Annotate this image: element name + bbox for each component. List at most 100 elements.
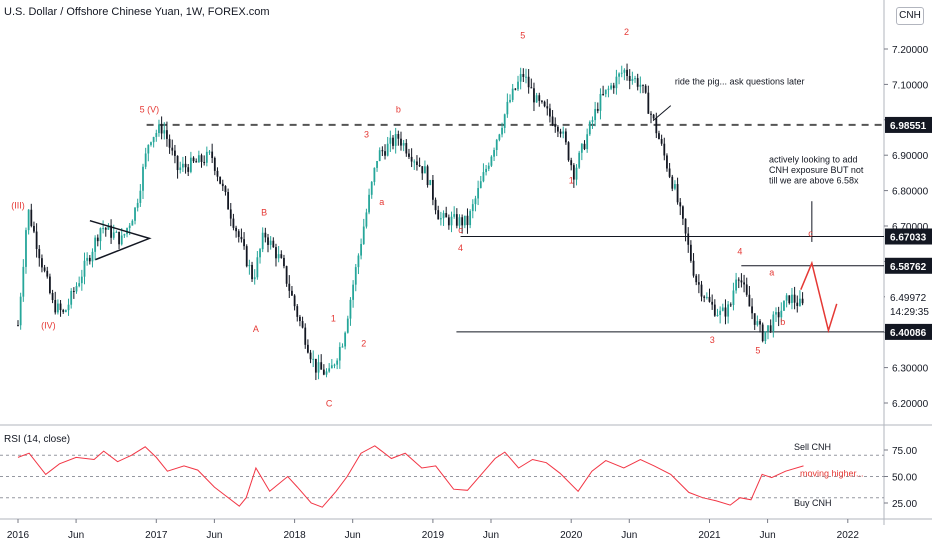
annotation-text: ride the pig... ask questions later bbox=[675, 76, 805, 86]
wave-label: B bbox=[261, 207, 267, 217]
candle-body bbox=[647, 92, 650, 114]
candle-body bbox=[256, 257, 259, 278]
annotation-text: actively looking to add bbox=[769, 154, 858, 164]
candle-body bbox=[429, 180, 432, 186]
candle-body bbox=[392, 137, 394, 146]
candle-body bbox=[724, 307, 727, 317]
candle-body bbox=[78, 283, 81, 287]
price-label-box bbox=[885, 116, 932, 133]
time-tick-label: Jun bbox=[68, 530, 84, 541]
candle-body bbox=[490, 156, 493, 166]
candle-body bbox=[735, 279, 737, 291]
candle-body bbox=[751, 306, 753, 314]
candle-body bbox=[338, 346, 341, 361]
candle-body bbox=[705, 296, 708, 298]
time-axis[interactable]: 2016 Jun 2017 Jun 2018 Jun 2019 Jun 2020 Jun 2021 J… bbox=[7, 519, 859, 541]
candle-body bbox=[59, 303, 62, 311]
candle-body bbox=[767, 325, 769, 332]
candle-body bbox=[152, 137, 155, 143]
candle-body bbox=[104, 228, 107, 230]
candle-body bbox=[115, 231, 118, 233]
candle-body bbox=[424, 166, 426, 174]
candle-body bbox=[586, 134, 589, 150]
candle-body bbox=[668, 168, 671, 177]
price-axis[interactable]: 7.200007.100007.000006.900006.800006.700… bbox=[884, 45, 932, 410]
candle-body bbox=[227, 192, 230, 210]
candle-body bbox=[384, 151, 386, 156]
candle-body bbox=[788, 295, 791, 304]
candle-body bbox=[509, 99, 511, 102]
candle-body bbox=[147, 144, 150, 154]
time-tick-label: Jun bbox=[206, 530, 222, 541]
candle-body bbox=[224, 186, 227, 193]
candle-body bbox=[70, 290, 73, 305]
candle-body bbox=[729, 304, 732, 306]
candle-body bbox=[692, 260, 695, 276]
candle-body bbox=[578, 152, 581, 168]
candle-body bbox=[644, 85, 647, 93]
candle-body bbox=[546, 106, 549, 109]
candle-body bbox=[761, 324, 764, 341]
candle-body bbox=[756, 321, 759, 325]
candle-body bbox=[344, 332, 347, 347]
candle-body bbox=[658, 133, 660, 140]
candle-body bbox=[301, 321, 304, 328]
candle-body bbox=[783, 300, 785, 311]
candle-body bbox=[737, 279, 740, 281]
time-tick-label: Jun bbox=[483, 530, 499, 541]
candle-body bbox=[394, 134, 397, 146]
candle-body bbox=[421, 166, 424, 174]
candle-body bbox=[620, 72, 623, 74]
candle-body bbox=[368, 194, 370, 213]
candle-body bbox=[453, 214, 456, 217]
candle-body bbox=[275, 247, 277, 259]
candle-body bbox=[219, 176, 222, 184]
candle-body bbox=[96, 237, 99, 242]
candle-body bbox=[27, 209, 30, 231]
candle-body bbox=[410, 156, 413, 162]
price-tick-label: 6.70000 bbox=[892, 222, 929, 233]
candle-body bbox=[205, 151, 208, 163]
candle-body bbox=[764, 331, 767, 341]
candle-body bbox=[575, 167, 578, 180]
candle-body bbox=[19, 296, 22, 326]
candle-body bbox=[445, 213, 448, 218]
triangle-pattern bbox=[89, 219, 152, 261]
candle-body bbox=[41, 258, 43, 268]
candle-body bbox=[187, 167, 190, 172]
candle-body bbox=[474, 198, 477, 205]
candle-body bbox=[426, 166, 429, 186]
candle-body bbox=[450, 216, 453, 226]
wave-label: 4 bbox=[737, 246, 742, 256]
candle-body bbox=[477, 188, 480, 199]
candle-body bbox=[439, 218, 442, 220]
candle-body bbox=[745, 284, 748, 295]
candle-body bbox=[56, 303, 59, 313]
candle-body bbox=[325, 371, 328, 375]
currency-badge[interactable]: CNH bbox=[896, 7, 924, 25]
candle-body bbox=[22, 266, 25, 297]
candle-body bbox=[402, 143, 405, 146]
candle-body bbox=[634, 78, 636, 80]
candle-body bbox=[618, 73, 620, 77]
price-label-box bbox=[885, 257, 932, 274]
candle-body bbox=[503, 114, 506, 128]
candle-body bbox=[485, 168, 487, 173]
time-tick-label: 2017 bbox=[145, 530, 168, 541]
candle-body bbox=[160, 124, 163, 134]
candle-body bbox=[583, 143, 586, 150]
candle-body bbox=[277, 254, 280, 259]
candle-body bbox=[610, 85, 612, 89]
chart-title: U.S. Dollar / Offshore Chinese Yuan, 1W,… bbox=[4, 6, 270, 18]
candle-body bbox=[102, 228, 105, 230]
gridlines bbox=[0, 0, 932, 525]
wave-label: c bbox=[458, 225, 463, 235]
candle-body bbox=[354, 267, 357, 285]
rsi-label: Sell CNH bbox=[794, 442, 831, 452]
candle-body bbox=[333, 364, 336, 366]
candle-body bbox=[35, 231, 38, 249]
price-label-box bbox=[885, 323, 932, 340]
price-label-box bbox=[885, 302, 932, 319]
candle-body bbox=[791, 294, 793, 304]
